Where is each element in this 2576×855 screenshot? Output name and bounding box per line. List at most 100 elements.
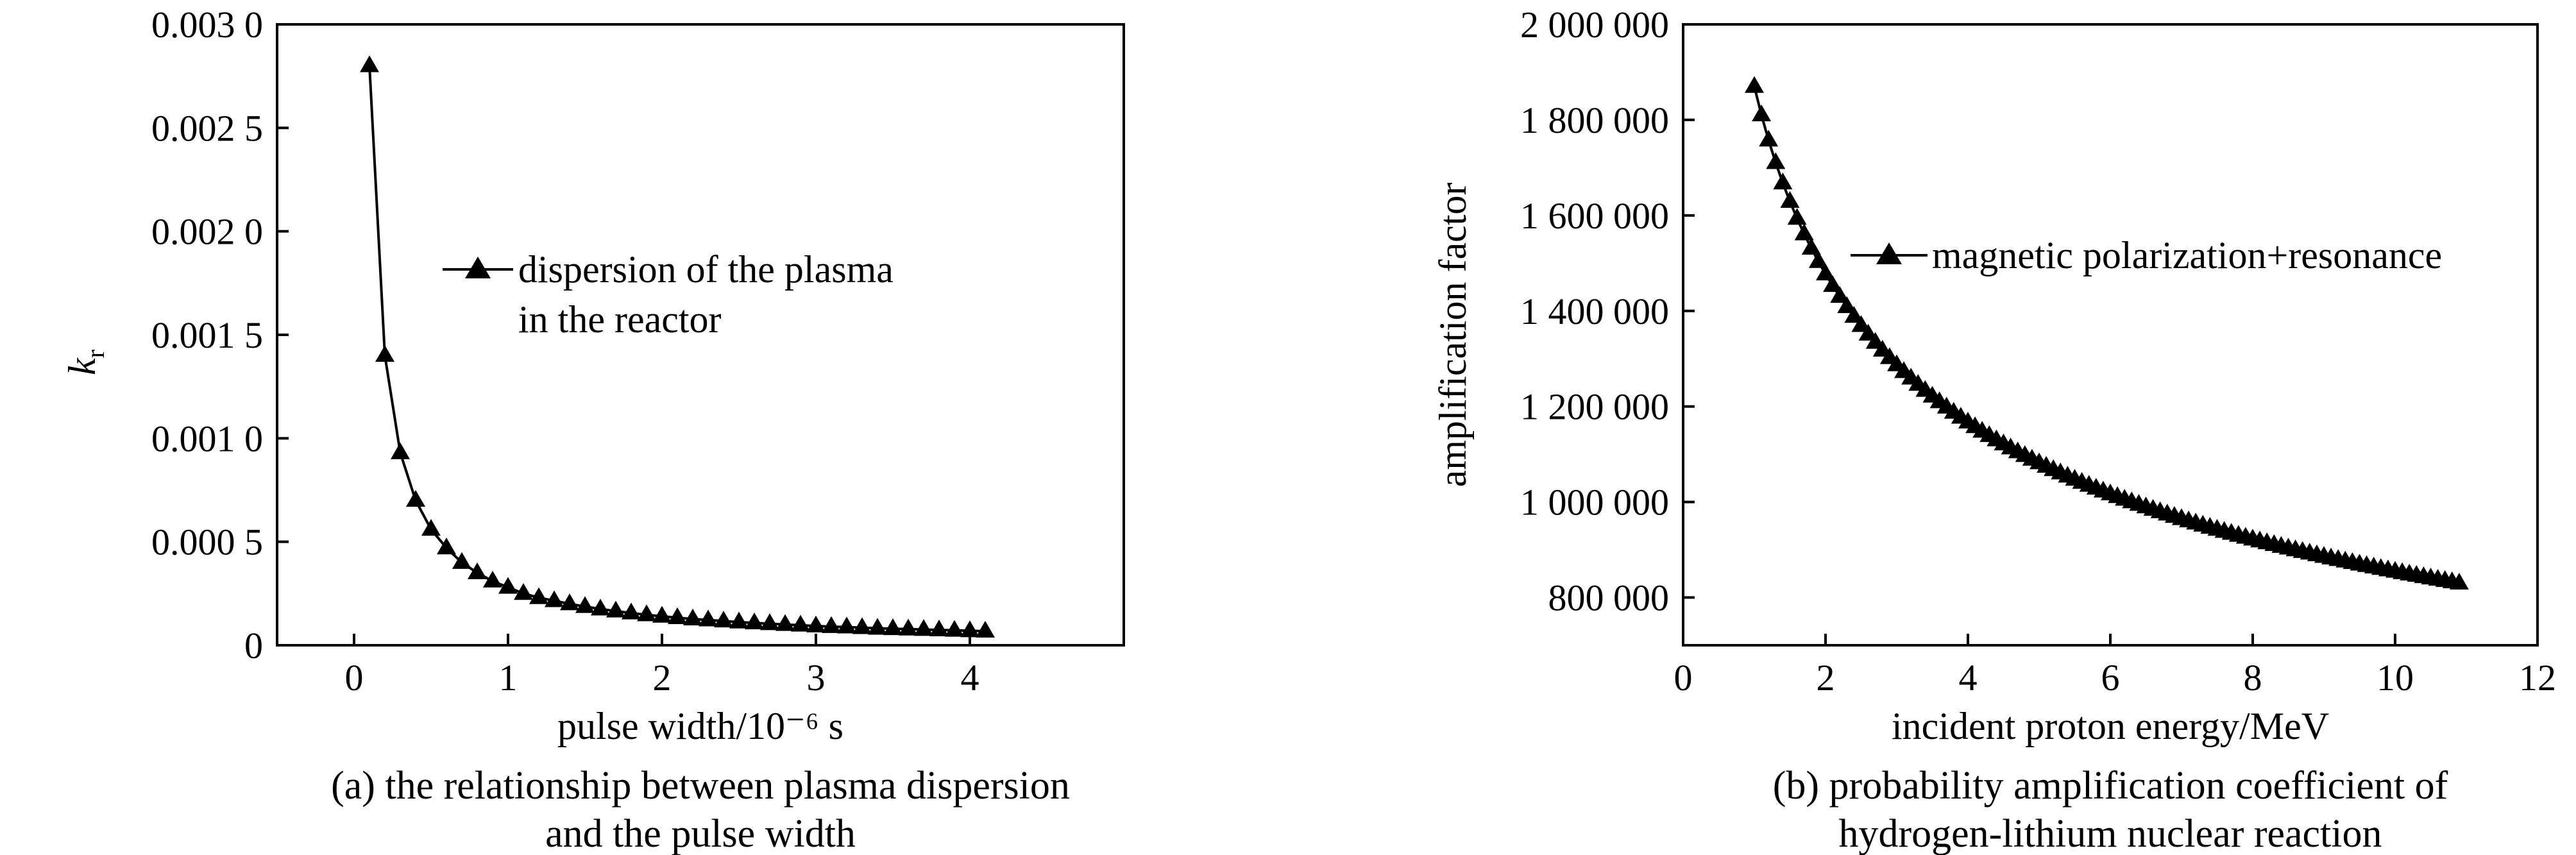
panel-b-caption-line1: (b) probability amplification coefficien… — [1773, 764, 2448, 808]
panel-a-data-point — [960, 620, 979, 638]
panel-b-markers — [1745, 76, 2469, 590]
panel-b-y-tick-label: 1 400 000 — [1520, 291, 1669, 332]
panel-a-data-point — [976, 620, 995, 638]
panel-b-data-point — [1745, 76, 1764, 93]
panel-a-data-point — [360, 55, 379, 72]
panel-a-y-tick-label: 0.001 0 — [151, 418, 263, 459]
panel-b-x-tick-label: 4 — [1959, 657, 1978, 698]
panel-b-plot-frame — [1682, 23, 2539, 647]
panel-a-x-tick-label: 4 — [961, 657, 979, 698]
panel-a-data-point — [637, 604, 656, 622]
panel-b-data-point — [1801, 237, 1821, 255]
panel-a-data-point — [483, 570, 502, 588]
panel-a-data-point — [498, 577, 518, 594]
panel-a-data-point — [622, 602, 641, 620]
panel-b-data-point — [1837, 296, 1857, 314]
panel-a-data-point — [868, 618, 887, 635]
panel-a-data-point — [745, 612, 764, 630]
panel-a-data-point — [391, 442, 410, 459]
panel-b-data-point — [1752, 105, 1772, 122]
panel-a-data-point — [822, 616, 841, 633]
panel-a-x-tick-label: 2 — [653, 657, 672, 698]
panel-b-x-tick-label: 0 — [1674, 657, 1693, 698]
panel-a-data-point — [714, 611, 733, 628]
panel-b-data-point — [1759, 130, 1779, 147]
panel-a-data-point — [437, 538, 456, 555]
panel-a-y-tick-label: 0 — [244, 625, 263, 666]
panel-a-data-point — [514, 583, 533, 600]
panel-b-y-tick-label: 1 200 000 — [1520, 386, 1669, 428]
panel-a-legend-label-line2: in the reactor — [518, 298, 722, 341]
panel-a-data-point — [899, 618, 918, 636]
panel-b: 0 2 4 6 8 10 12 800 000 1 000 000 1 200 000 1 400 … — [1432, 4, 2556, 855]
panel-a-data-point — [883, 618, 902, 636]
panel-a-caption-line1: (a) the relationship between plasma disp… — [331, 764, 1070, 808]
panel-a-data-point — [683, 608, 702, 625]
panel-b-data-point — [1816, 263, 1835, 281]
panel-a-axes: 0 1 2 3 4 0 0.000 5 0.001 0 0.001 5 0.002 0 0.002 … — [151, 4, 979, 698]
panel-a-data-point — [529, 587, 548, 604]
panel-a-data-point — [914, 619, 933, 636]
panel-b-data-point — [1780, 190, 1800, 208]
panel-b-x-tick-label: 2 — [1817, 657, 1835, 698]
panel-a-legend-label-line1: dispersion of the plasma — [518, 248, 894, 291]
panel-a-data-point — [575, 596, 595, 613]
panel-a-markers — [360, 55, 995, 638]
panel-a-y-tick-label: 0.002 5 — [151, 107, 263, 149]
panel-a-data-point — [945, 620, 964, 637]
panel-a-data-point — [652, 605, 672, 623]
panel-a: 0 1 2 3 4 0 0.000 5 0.001 0 0.001 5 0.002 0 0.002 … — [61, 4, 1125, 855]
panel-a-data-point — [375, 345, 394, 362]
panel-b-series-line — [1753, 86, 2460, 585]
panel-a-data-point — [591, 598, 610, 616]
panel-a-y-tick-label: 0.002 0 — [151, 211, 263, 253]
panel-b-axes: 0 2 4 6 8 10 12 800 000 1 000 000 1 200 000 1 400 … — [1520, 4, 2556, 698]
panel-b-legend-marker — [1876, 242, 1902, 264]
panel-a-data-point — [852, 617, 872, 634]
panel-a-data-point — [699, 609, 718, 627]
panel-a-x-tick-label: 0 — [345, 657, 364, 698]
panel-b-legend: magnetic polarization+resonance — [1851, 234, 2442, 276]
panel-b-x-tick-label: 6 — [2101, 657, 2120, 698]
panel-a-caption-line2: and the pulse width — [545, 812, 856, 855]
panel-a-data-point — [468, 562, 487, 579]
panel-a-data-point — [760, 613, 779, 631]
panel-a-data-point — [421, 519, 441, 536]
panel-a-legend-marker — [465, 257, 491, 278]
panel-a-xlabel: pulse width/10⁻⁶ s — [557, 705, 843, 747]
panel-a-data-point — [668, 607, 687, 625]
panel-a-data-point — [606, 600, 625, 618]
panel-a-data-point — [452, 552, 471, 569]
panel-b-data-point — [1808, 251, 1828, 268]
panel-a-data-point — [406, 489, 425, 507]
panel-b-y-tick-label: 1 600 000 — [1520, 195, 1669, 237]
panel-b-y-tick-label: 2 000 000 — [1520, 4, 1669, 46]
panel-a-y-tick-label: 0.001 5 — [151, 314, 263, 356]
panel-b-data-point — [1794, 223, 1814, 241]
panel-a-legend: dispersion of the plasma in the reactor — [443, 248, 894, 341]
panel-b-x-tick-label: 12 — [2519, 657, 2556, 698]
panel-a-y-tick-label: 0.003 0 — [151, 4, 263, 46]
panel-b-data-point — [1851, 315, 1871, 332]
panel-a-x-tick-label: 1 — [499, 657, 518, 698]
panel-a-x-tick-label: 3 — [807, 657, 826, 698]
panel-a-ylabel: kr — [61, 350, 110, 375]
panel-b-caption-line2: hydrogen-lithium nuclear reaction — [1838, 812, 2382, 855]
panel-b-legend-label: magnetic polarization+resonance — [1932, 234, 2442, 276]
panel-b-y-tick-label: 1 800 000 — [1520, 99, 1669, 141]
panel-a-data-point — [929, 619, 949, 637]
panel-a-data-point — [729, 611, 749, 629]
panel-a-series-line — [368, 65, 986, 633]
panel-b-x-tick-label: 10 — [2377, 657, 2414, 698]
panel-a-data-point — [775, 614, 795, 631]
panel-a-data-point — [545, 590, 564, 607]
panel-a-data-point — [837, 616, 856, 634]
panel-b-xlabel: incident proton energy/MeV — [1892, 705, 2329, 747]
panel-b-data-point — [1830, 286, 1850, 303]
panel-b-data-point — [1787, 208, 1807, 225]
panel-a-data-point — [560, 593, 579, 611]
panel-b-y-tick-label: 800 000 — [1548, 577, 1670, 619]
panel-b-data-point — [1844, 306, 1864, 323]
panel-b-data-point — [2449, 572, 2469, 590]
panel-b-x-tick-label: 8 — [2244, 657, 2262, 698]
